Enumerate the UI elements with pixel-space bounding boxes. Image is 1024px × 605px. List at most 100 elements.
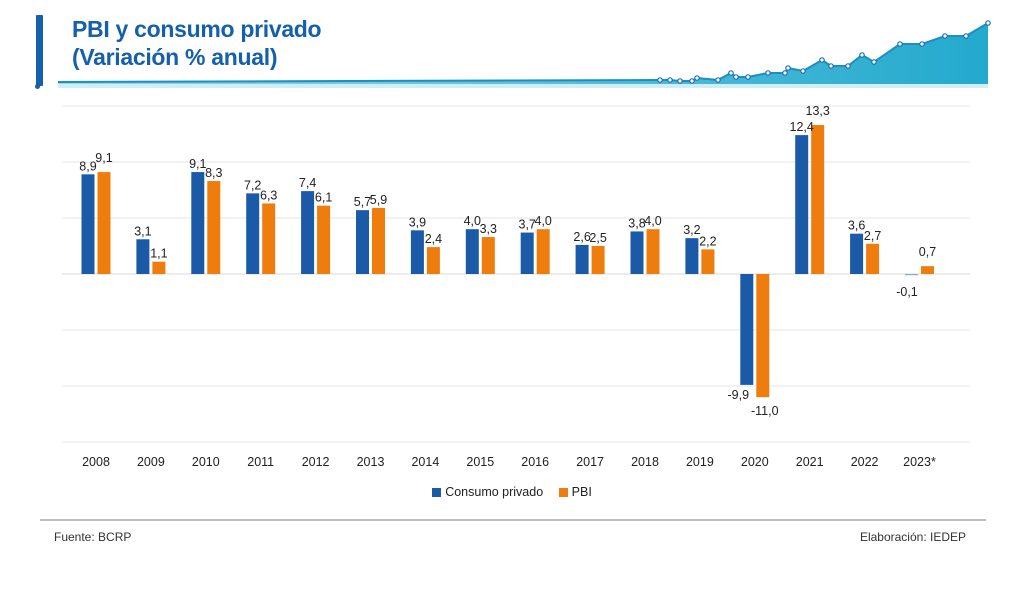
header-decoration-fill: [58, 23, 988, 84]
x-tick-label: 2022: [851, 455, 879, 469]
label-consumo-2023: -0,1: [896, 285, 918, 299]
header-accent-bar: [36, 15, 43, 86]
x-tick-label: 2019: [686, 455, 714, 469]
label-consumo-2020: -9,9: [728, 388, 750, 402]
chart-title-line2: (Variación % anual): [72, 44, 278, 70]
label-consumo-2015: 4,0: [464, 214, 481, 228]
header-decoration-point: [782, 70, 788, 76]
label-pbi-2018: 4,0: [644, 214, 661, 228]
x-tick-label: 2012: [302, 455, 330, 469]
label-pbi-2023: 0,7: [919, 245, 936, 259]
bar-pbi-2012: [317, 205, 331, 274]
label-pbi-2021: 13,3: [806, 104, 830, 118]
label-pbi-2012: 6,1: [315, 191, 332, 205]
label-pbi-2013: 5,9: [370, 193, 387, 207]
bar-consumo-2021: [795, 135, 809, 274]
bar-pbi-2022: [866, 243, 880, 274]
label-consumo-2021: 12,4: [790, 120, 814, 134]
legend-item-consumo[interactable]: Consumo privado: [432, 485, 543, 499]
header-decoration-point: [715, 77, 721, 83]
bar-consumo-2023: [905, 274, 918, 276]
header-decoration-point: [897, 41, 903, 47]
label-consumo-2010: 9,1: [189, 157, 206, 171]
bar-consumo-2022: [850, 233, 864, 274]
legend-item-pbi[interactable]: PBI: [558, 485, 592, 499]
x-tick-label: 2013: [357, 455, 385, 469]
legend: Consumo privado PBI: [0, 485, 1024, 500]
label-consumo-2017: 2,6: [573, 230, 590, 244]
x-tick-label: 2021: [796, 455, 824, 469]
label-pbi-2015: 3,3: [480, 222, 497, 236]
bar-chart: 8,99,13,11,19,18,37,26,37,46,1 5,75,93,92…: [62, 104, 970, 469]
bar-pbi-2019: [701, 249, 715, 274]
header-decoration-point: [963, 33, 969, 39]
source-note: Fuente: BCRP: [54, 530, 132, 544]
x-tick-label: 2014: [411, 455, 439, 469]
legend-label-pbi: PBI: [571, 485, 592, 499]
header-decoration-point: [689, 78, 695, 84]
header-decoration-point: [919, 41, 925, 47]
bar-pbi-2020: [756, 274, 770, 398]
x-tick-label: 2018: [631, 455, 659, 469]
header-decoration-point: [828, 63, 834, 69]
bar-pbi-2011: [262, 203, 276, 274]
bar-consumo-2019: [685, 238, 699, 274]
label-consumo-2016: 3,7: [519, 218, 536, 232]
header-decoration-point: [694, 75, 700, 81]
credit-note: Elaboración: IEDEP: [859, 530, 966, 544]
bar-consumo-2015: [465, 229, 479, 274]
header-underline-shadow: [58, 84, 988, 88]
label-pbi-2011: 6,3: [260, 188, 277, 202]
header-decoration-point: [942, 33, 948, 39]
header-decoration-point: [745, 74, 751, 80]
bar-pbi-2023: [921, 266, 934, 274]
x-tick-label: 2009: [137, 455, 165, 469]
header-decoration-point: [859, 52, 865, 58]
label-consumo-2014: 3,9: [409, 215, 426, 229]
label-consumo-2019: 3,2: [683, 223, 700, 237]
header-decoration-point: [845, 63, 851, 69]
bar-consumo-2008: [81, 174, 95, 274]
x-tick-label: 2011: [247, 455, 274, 469]
x-tick-label: 2017: [576, 455, 604, 469]
bar-pbi-2015: [481, 237, 495, 274]
header-decoration-point: [733, 74, 739, 80]
legend-label-consumo: Consumo privado: [445, 485, 544, 499]
label-consumo-2022: 3,6: [848, 219, 865, 233]
header-decoration-point: [677, 78, 683, 84]
header-decoration-point: [819, 57, 825, 63]
label-pbi-2019: 2,2: [699, 234, 716, 248]
label-pbi-2016: 4,0: [535, 214, 552, 228]
bar-consumo-2017: [575, 244, 589, 274]
bar-consumo-2016: [520, 232, 534, 274]
header-decoration-area-chart: [57, 20, 991, 88]
bar-pbi-2021: [811, 125, 825, 274]
legend-swatch-consumo: [432, 487, 442, 497]
bar-pbi-2010: [207, 181, 221, 274]
bar-consumo-2010: [191, 172, 205, 274]
label-pbi-2014: 2,4: [425, 232, 442, 246]
header-decoration-point: [728, 70, 734, 76]
bar-pbi-2018: [646, 229, 660, 274]
header-decoration-point: [667, 77, 673, 83]
x-tick-label: 2016: [521, 455, 549, 469]
x-tick-label: 2008: [82, 455, 110, 469]
legend-swatch-pbi: [558, 487, 568, 497]
bar-consumo-2014: [410, 230, 424, 274]
label-consumo-2011: 7,2: [244, 178, 261, 192]
bar-consumo-2009: [136, 239, 150, 274]
bar-pbi-2009: [152, 261, 166, 274]
bar-consumo-2020: [740, 274, 754, 385]
label-consumo-2008: 8,9: [79, 159, 96, 173]
bar-consumo-2012: [301, 191, 315, 274]
label-consumo-2013: 5,7: [354, 195, 371, 209]
bar-consumo-2011: [246, 193, 260, 274]
header-decoration-point: [765, 70, 771, 76]
header-accent-dot: [35, 84, 40, 89]
chart-title-line1: PBI y consumo privado: [72, 16, 322, 42]
footer-divider: [40, 519, 986, 521]
label-pbi-2008: 9,1: [95, 151, 112, 165]
x-tick-label: 2020: [741, 455, 769, 469]
label-pbi-2009: 1,1: [150, 247, 167, 261]
bar-pbi-2016: [536, 229, 550, 274]
